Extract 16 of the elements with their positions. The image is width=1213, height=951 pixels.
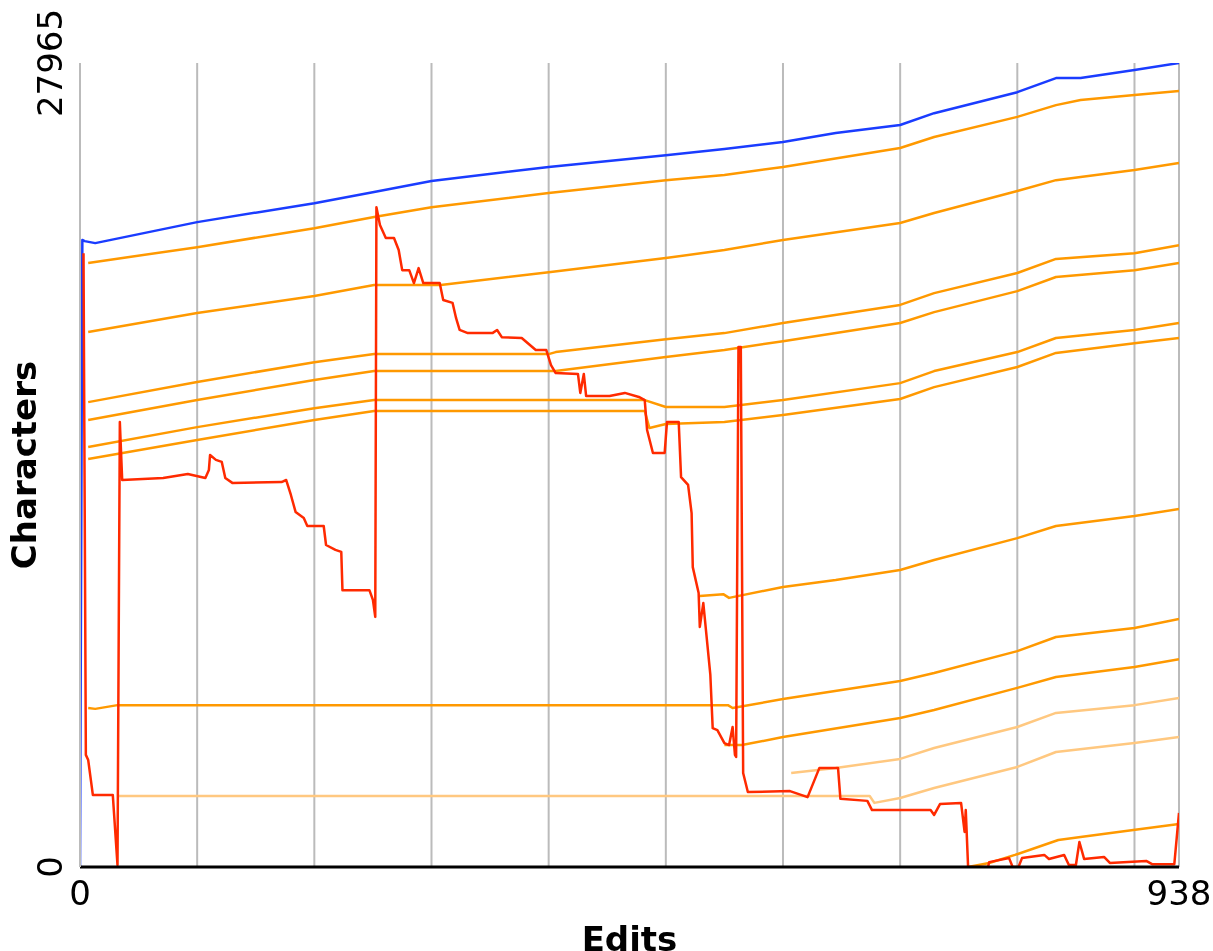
line-series [86,243,1179,404]
line-series [86,161,1179,334]
line-series [789,696,1179,775]
line-series [86,336,1179,461]
line-series [82,205,1179,867]
x-tick-label: 938 [1146,873,1212,913]
y-axis-title: Characters [4,360,45,570]
line-series [86,261,1179,422]
line-series [723,657,1179,747]
y-tick-label: 27965 [30,8,70,118]
x-axis-title: Edits [581,919,678,951]
line-series [86,321,1179,449]
line-series [86,617,1179,711]
line-series [116,735,1179,805]
line-series [86,89,1179,265]
line-series [698,507,1179,600]
